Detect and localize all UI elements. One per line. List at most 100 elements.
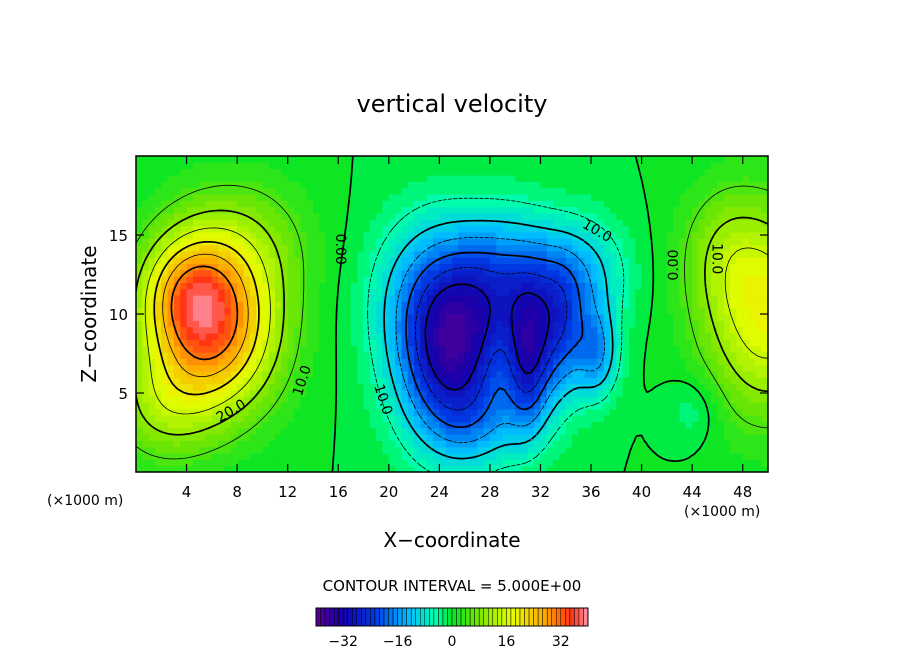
heatmap-cell [553, 193, 561, 201]
heatmap-cell [553, 314, 561, 321]
heatmap-cell [502, 193, 510, 201]
heatmap-cell [268, 383, 276, 391]
heatmap-cell [458, 396, 466, 404]
heatmap-cell [338, 377, 346, 385]
heatmap-cell [761, 339, 768, 347]
heatmap-cell [388, 181, 396, 189]
heatmap-cell [395, 295, 403, 302]
heatmap-cell [679, 174, 687, 182]
heatmap-cell [755, 364, 763, 372]
heatmap-cell [521, 307, 529, 315]
heatmap-cell [294, 427, 301, 435]
heatmap-cell [749, 408, 756, 416]
heatmap-cell [439, 358, 447, 366]
heatmap-cell [647, 396, 655, 404]
heatmap-cell [464, 320, 472, 328]
heatmap-cell [199, 212, 207, 220]
heatmap-cell [496, 225, 504, 233]
heatmap-cell [452, 402, 459, 410]
heatmap-cell [173, 459, 181, 467]
heatmap-cell [597, 459, 605, 467]
heatmap-cell [275, 162, 282, 170]
heatmap-cell [761, 465, 768, 472]
heatmap-cell [433, 320, 440, 328]
heatmap-cell [761, 453, 768, 460]
heatmap-cell [597, 440, 605, 448]
heatmap-cell [603, 156, 611, 163]
heatmap-cell [306, 212, 314, 220]
heatmap-cell [281, 383, 289, 391]
heatmap-cell [483, 421, 491, 429]
heatmap-cell [262, 351, 270, 359]
heatmap-cell [363, 402, 371, 410]
heatmap-cell [749, 332, 756, 340]
heatmap-cell [237, 332, 245, 340]
heatmap-cell [502, 314, 510, 321]
heatmap-cell [679, 427, 687, 435]
heatmap-cell [584, 156, 592, 163]
heatmap-cell [458, 206, 466, 214]
heatmap-cell [312, 465, 320, 472]
heatmap-cell [736, 383, 744, 391]
heatmap-cell [616, 364, 624, 372]
heatmap-cell [597, 206, 605, 214]
heatmap-cell [553, 307, 561, 315]
heatmap-cell [673, 345, 681, 353]
heatmap-cell [458, 181, 466, 189]
heatmap-cell [281, 377, 289, 385]
heatmap-cell [180, 156, 188, 163]
heatmap-cell [376, 402, 384, 410]
heatmap-cell [508, 446, 516, 454]
heatmap-cell [230, 345, 238, 353]
heatmap-cell [218, 181, 226, 189]
heatmap-cell [647, 219, 655, 227]
heatmap-cell [256, 238, 263, 246]
heatmap-cell [167, 231, 175, 239]
heatmap-cell [635, 370, 643, 378]
heatmap-cell [666, 339, 674, 347]
heatmap-cell [205, 174, 213, 182]
heatmap-cell [357, 332, 365, 340]
heatmap-cell [433, 339, 440, 347]
heatmap-cell [148, 351, 156, 359]
heatmap-cell [401, 282, 409, 290]
heatmap-cell [414, 446, 421, 454]
heatmap-cell [685, 358, 693, 366]
heatmap-cell [660, 244, 668, 252]
heatmap-cell [262, 238, 270, 246]
heatmap-cell [350, 225, 358, 233]
heatmap-cell [186, 162, 194, 170]
heatmap-cell [483, 162, 491, 170]
heatmap-cell [584, 276, 592, 283]
heatmap-cell [647, 421, 655, 429]
heatmap-cell [723, 332, 731, 340]
heatmap-cell [294, 314, 301, 321]
heatmap-cell [660, 351, 668, 359]
heatmap-cell [692, 446, 700, 454]
heatmap-cell [433, 250, 440, 258]
heatmap-cell [319, 370, 327, 378]
heatmap-cell [591, 174, 598, 182]
heatmap-cell [287, 212, 295, 220]
heatmap-cell [502, 257, 510, 265]
heatmap-cell [622, 364, 630, 372]
heatmap-cell [565, 465, 573, 472]
heatmap-cell [445, 257, 453, 265]
heatmap-cell [275, 156, 282, 163]
heatmap-cell [591, 332, 598, 340]
heatmap-cell [673, 453, 681, 460]
heatmap-cell [325, 408, 333, 416]
heatmap-cell [546, 326, 554, 334]
heatmap-cell [742, 389, 750, 397]
heatmap-cell [622, 156, 630, 163]
heatmap-cell [565, 402, 573, 410]
heatmap-cell [344, 345, 352, 353]
heatmap-cell [755, 320, 763, 328]
heatmap-cell [692, 465, 700, 472]
heatmap-cell [199, 269, 207, 277]
heatmap-cell [205, 370, 213, 378]
heatmap-cell [407, 358, 415, 366]
heatmap-cell [553, 206, 561, 214]
heatmap-cell [154, 219, 162, 227]
heatmap-cell [685, 156, 693, 163]
